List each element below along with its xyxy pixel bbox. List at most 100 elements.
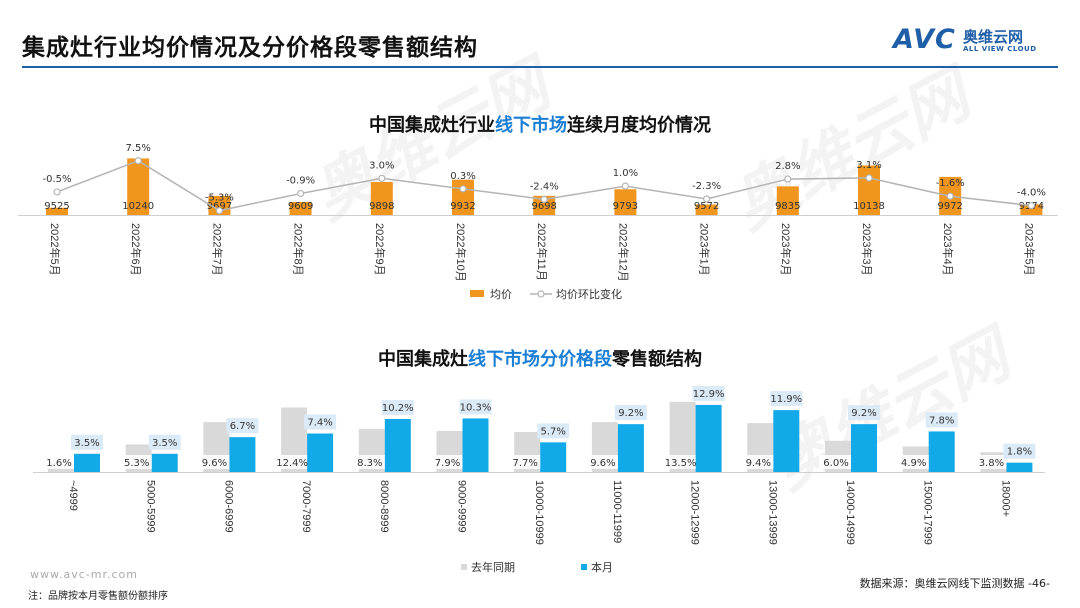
chart2-lastyear-label-bg xyxy=(819,455,851,469)
chart2-lastyear-label: 1.6% xyxy=(46,458,71,469)
chart1-mom-label: 2.8% xyxy=(775,161,800,172)
chart2-category-label: 14000-14999 xyxy=(844,480,856,545)
chart2-thismonth-bar xyxy=(928,431,955,472)
footer-url[interactable]: www.avc-mr.com xyxy=(30,568,138,581)
chart1-mom-label: 0.3% xyxy=(450,171,475,182)
chart1-price-bar xyxy=(289,201,312,215)
chart1-category-label: 2022年9月 xyxy=(373,223,387,276)
chart1-category-label: 2022年8月 xyxy=(292,223,306,276)
chart1-mom-point xyxy=(865,174,873,182)
chart1-category-label: 2022年6月 xyxy=(129,223,143,276)
chart2-thismonth-label-bg xyxy=(770,391,803,407)
chart2-thismonth-label: 11.9% xyxy=(770,394,802,405)
chart2-category-label: 6000-6999 xyxy=(222,480,234,533)
chart2-lastyear-label-bg xyxy=(352,455,385,469)
logo-en: ALL VIEW CLOUD xyxy=(963,45,1037,53)
chart1-price-bar xyxy=(127,158,150,215)
chart1-mom-point xyxy=(702,195,711,203)
chart2-lastyear-label: 4.9% xyxy=(901,458,926,469)
chart2-thismonth-label-bg xyxy=(925,412,958,428)
header-divider xyxy=(22,66,1058,68)
chart2-lastyear-label: 5.3% xyxy=(124,458,149,469)
chart2-thismonth-label-bg xyxy=(226,418,259,434)
chart1-price-label: 9698 xyxy=(531,201,556,212)
chart2-legend-swatch-thismonth xyxy=(581,564,587,570)
page-title: 集成灶行业均价情况及分价格段零售额结构 xyxy=(22,35,478,61)
chart1-mom-point xyxy=(540,195,548,203)
chart2-lastyear-label: 12.4% xyxy=(276,458,308,469)
chart1-legend-line: 均价环比变化 xyxy=(556,287,622,301)
avc-logo: AVC 奥维云网 ALL VIEW CLOUD xyxy=(893,24,1058,58)
chart2-thismonth-label: 10.3% xyxy=(460,402,492,413)
chart2-lastyear-label-bg xyxy=(430,455,463,469)
chart2-thismonth-label: 7.4% xyxy=(307,418,332,429)
chart1-mom-label: -0.9% xyxy=(286,176,315,187)
chart2-thismonth-label-bg xyxy=(614,405,647,421)
chart1-price-label: 9793 xyxy=(613,201,638,212)
chart1-price-label: 9572 xyxy=(694,201,719,212)
chart2-lastyear-label-bg xyxy=(896,455,929,469)
chart2-thismonth-bar xyxy=(74,453,100,472)
chart2-lastyear-label-bg xyxy=(119,455,152,469)
chart2-thismonth-label-bg xyxy=(459,399,492,415)
chart1-mom-point xyxy=(784,175,792,183)
chart1-price-label: 9697 xyxy=(207,201,232,212)
chart2-thismonth-bar xyxy=(384,418,411,472)
chart2-thismonth-bar xyxy=(540,442,567,472)
chart1-legend-swatch-point xyxy=(537,290,545,298)
chart2-lastyear-label: 7.7% xyxy=(512,458,537,469)
chart2-thismonth-label-bg xyxy=(848,405,880,421)
chart2-lastyear-label: 9.6% xyxy=(590,458,615,469)
chart2-thismonth-bar xyxy=(462,418,489,472)
chart2-category-label: 8000-8999 xyxy=(378,480,390,533)
chart1-mom-label: 3.0% xyxy=(369,160,394,171)
chart2-thismonth-bar xyxy=(851,424,877,472)
chart1-price-label: 10138 xyxy=(853,201,885,212)
chart2-category-label: 18000+ xyxy=(999,480,1011,517)
chart2-thismonth-label: 9.2% xyxy=(618,408,643,419)
chart1-price-bar xyxy=(46,207,68,215)
chart2-thismonth-bar xyxy=(1006,462,1033,472)
chart1-mom-point xyxy=(946,192,954,200)
chart2-lastyear-label-bg xyxy=(974,455,1007,469)
chart1-legend-swatch-bar xyxy=(470,290,484,297)
chart2-thismonth-bar xyxy=(773,410,800,472)
chart1-mom-label: 7.5% xyxy=(125,143,150,154)
footer-note: 注：品牌按本月零售额份额排序 xyxy=(28,591,168,602)
chart1-mom-point xyxy=(134,157,142,165)
chart1-mom-label: -1.6% xyxy=(936,178,965,189)
chart2-thismonth-label-bg xyxy=(1003,443,1036,459)
chart2-lastyear-label-bg xyxy=(197,455,230,469)
footer-source: 数据来源：奥维云网线下监测数据 -46- xyxy=(859,577,1050,590)
chart2-title-suffix: 零售额结构 xyxy=(612,349,702,370)
chart2-lastyear-label: 13.5% xyxy=(665,458,697,469)
chart1-price-label: 9835 xyxy=(775,201,800,212)
chart1-mom-label: -4.0% xyxy=(1017,188,1046,199)
chart2-lastyear-label-bg xyxy=(275,455,308,469)
chart2-thismonth-bar xyxy=(617,424,644,472)
chart2-thismonth-label: 7.8% xyxy=(929,415,954,426)
chart2-lastyear-label-bg xyxy=(42,455,74,469)
chart2-category-label: 7000-7999 xyxy=(300,480,312,533)
chart2-thismonth-label: 1.8% xyxy=(1007,447,1032,458)
chart2-category-label: ~4999 xyxy=(67,480,79,511)
chart1-category-label: 2023年2月 xyxy=(779,223,793,276)
chart2-thismonth-bar xyxy=(151,453,178,472)
chart1-mom-point xyxy=(215,207,223,215)
chart1-mom-label: -2.4% xyxy=(530,181,559,192)
chart1-mom-label: 3.1% xyxy=(856,160,881,171)
chart1-title-suffix: 连续月度均价情况 xyxy=(567,115,711,136)
chart1-price-label: 9932 xyxy=(450,201,475,212)
chart1-mom-point xyxy=(297,189,305,198)
chart2-legend-lastyear: 去年同期 xyxy=(471,560,515,574)
chart1-mom-point xyxy=(1027,202,1036,210)
chart1-title: 中国集成灶行业线下市场连续月度均价情况 xyxy=(0,111,1080,137)
chart2-thismonth-bar xyxy=(229,437,256,472)
chart2-thismonth-label: 3.5% xyxy=(152,438,177,449)
chart1-category-label: 2023年5月 xyxy=(1022,223,1036,276)
chart1-mom-label: -5.3% xyxy=(205,193,234,204)
chart1-category-label: 2023年3月 xyxy=(860,223,874,276)
chart2-legend-thismonth: 本月 xyxy=(591,560,613,574)
chart1-price-bar xyxy=(695,204,718,215)
